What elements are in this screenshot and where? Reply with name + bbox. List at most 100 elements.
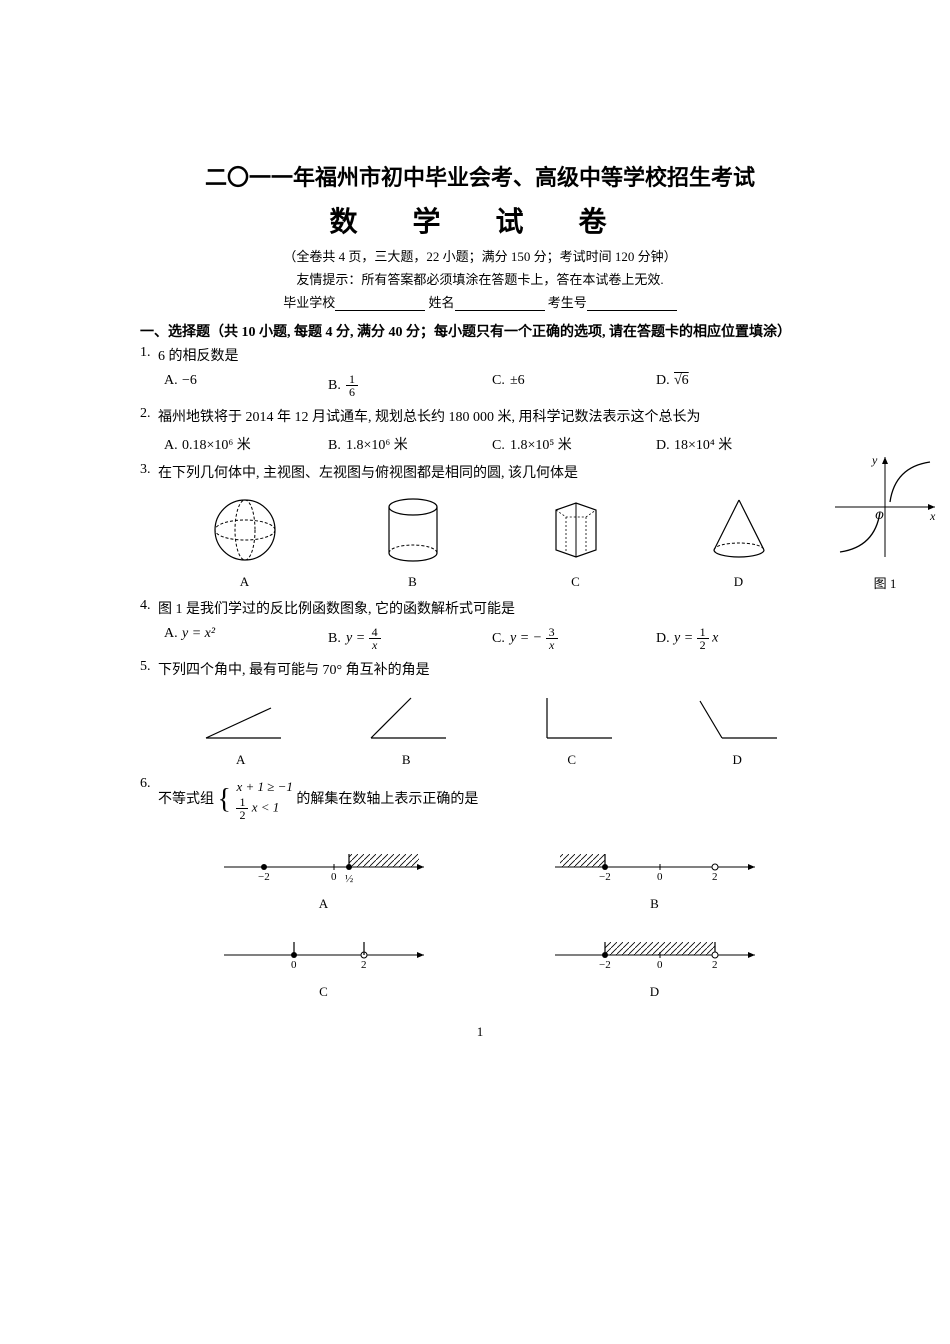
opt-label: D. [656, 373, 674, 389]
opt-prefix: y = − [510, 631, 546, 646]
svg-text:0: 0 [331, 871, 337, 883]
q3-fig-d: D [704, 495, 774, 590]
q5-fig-c: C [527, 693, 617, 768]
examid-blank [587, 297, 677, 311]
q1-number: 1. [140, 345, 151, 361]
q6-text-post: 的解集在数轴上表示正确的是 [296, 792, 478, 807]
angle-steep-icon [361, 693, 451, 743]
fig-label: C [541, 574, 611, 590]
q5-number: 5. [140, 659, 151, 675]
figure-1-aside: x y O 图 1 [830, 452, 940, 592]
svg-text:0: 0 [657, 959, 663, 971]
q3-number: 3. [140, 462, 151, 478]
name-blank [455, 297, 545, 311]
denominator: x [546, 639, 558, 651]
opt-label: C. [492, 438, 510, 454]
fig-label: D [545, 984, 765, 1000]
svg-text:½: ½ [345, 873, 353, 885]
opt-value: 18×10⁴ 米 [674, 438, 732, 453]
prism-icon [541, 495, 611, 565]
q6-numline-b: −2 0 2 B [545, 842, 765, 912]
opt-value: √6 [674, 373, 689, 388]
fraction: 4x [369, 626, 381, 651]
cone-icon [704, 495, 774, 565]
svg-text:y: y [871, 453, 878, 467]
opt-label: C. [492, 631, 510, 647]
q2-number: 2. [140, 406, 151, 422]
q1-opt-a: A.−6 [164, 373, 328, 398]
fraction: 3x [546, 626, 558, 651]
name-label: 姓名 [428, 295, 454, 310]
q1-opt-b: B.16 [328, 373, 492, 398]
fig-label: D [704, 574, 774, 590]
opt-label: B. [328, 438, 346, 454]
opt-label: A. [164, 373, 182, 389]
fig-label: A [214, 896, 434, 912]
opt-value: −6 [182, 373, 197, 388]
q5-figures: A B C D [158, 693, 820, 768]
question-6: 6. 不等式组 { x + 1 ≥ −1 12 x < 1 的解集在数轴上表示正… [140, 776, 820, 1000]
svg-text:2: 2 [712, 871, 718, 883]
fraction: 16 [346, 373, 358, 398]
brace-icon: { [218, 776, 231, 824]
opt-value: 1.8×10⁵ 米 [510, 438, 572, 453]
school-label: 毕业学校 [283, 295, 335, 310]
angle-obtuse-icon [692, 693, 782, 743]
svg-text:0: 0 [657, 871, 663, 883]
angle-acute-icon [196, 693, 286, 743]
opt-prefix: y = [674, 631, 697, 646]
q1-text: 6 的相反数是 [158, 345, 820, 369]
opt-prefix: y = [346, 631, 369, 646]
q1-opt-d: D.√6 [656, 373, 820, 398]
q5-fig-a: A [196, 693, 286, 768]
q3-fig-b: B [378, 495, 448, 590]
exam-info-1: （全卷共 4 页，三大题，22 小题；满分 150 分；考试时间 120 分钟） [140, 246, 820, 265]
angle-right-icon [527, 693, 617, 743]
sys-line-2-rest: x < 1 [248, 800, 279, 815]
q6-number: 6. [140, 776, 151, 792]
opt-label: C. [492, 373, 510, 389]
denominator: 6 [346, 386, 358, 398]
q4-number: 4. [140, 598, 151, 614]
section-1-header: 一、选择题（共 10 小题, 每题 4 分, 满分 40 分；每小题只有一个正确… [140, 321, 820, 341]
q3-fig-a: A [205, 495, 285, 590]
main-title: 二〇一一年福州市初中毕业会考、高级中等学校招生考试 [140, 160, 820, 192]
q2-opt-b: B.1.8×10⁶ 米 [328, 434, 492, 454]
q5-fig-b: B [361, 693, 451, 768]
numberline-d-icon: −2 0 2 [545, 930, 765, 975]
question-1: 1. 6 的相反数是 A.−6 B.16 C.±6 D.√6 [140, 345, 820, 398]
exam-info-2: 友情提示：所有答案都必须填涂在答题卡上，答在本试卷上无效. [140, 269, 820, 288]
page-number: 1 [140, 1024, 820, 1040]
q1-opt-c: C.±6 [492, 373, 656, 398]
q5-text: 下列四个角中, 最有可能与 70° 角互补的角是 [158, 659, 820, 683]
fig-label: B [361, 752, 451, 768]
sys-line-1: x + 1 ≥ −1 [236, 779, 292, 794]
svg-text:2: 2 [361, 959, 367, 971]
opt-suffix: x [709, 631, 719, 646]
q6-numline-a: −2 0 ½ A [214, 842, 434, 912]
q6-text-pre: 不等式组 [158, 792, 218, 807]
svg-text:−2: −2 [599, 871, 611, 883]
cylinder-icon [378, 495, 448, 565]
q2-text: 福州地铁将于 2014 年 12 月试通车, 规划总长约 180 000 米, … [158, 406, 820, 430]
equation-system: x + 1 ≥ −1 12 x < 1 [236, 778, 292, 821]
fraction: 12 [236, 796, 248, 821]
q6-numline-d: −2 0 2 D [545, 930, 765, 1000]
q4-options: A.y = x² B.y = 4x C.y = − 3x D.y = 12 x [158, 626, 820, 651]
subject-title: 数 学 试 卷 [140, 200, 820, 240]
opt-label: A. [164, 438, 182, 454]
q4-opt-d: D.y = 12 x [656, 626, 820, 651]
q4-opt-c: C.y = − 3x [492, 626, 656, 651]
numberline-b-icon: −2 0 2 [545, 842, 765, 887]
q4-opt-b: B.y = 4x [328, 626, 492, 651]
fig-label: B [378, 574, 448, 590]
opt-value: y = x² [182, 626, 215, 641]
q6-numlines-row2: 0 2 C −2 0 2 D [158, 930, 820, 1000]
numerator: 1 [346, 373, 358, 386]
numberline-c-icon: 0 2 [214, 930, 434, 975]
q1-options: A.−6 B.16 C.±6 D.√6 [158, 373, 820, 398]
svg-text:−2: −2 [258, 871, 270, 883]
fig-label: C [527, 752, 617, 768]
fig-1-label: 图 1 [830, 573, 940, 592]
question-2: 2. 福州地铁将于 2014 年 12 月试通车, 规划总长约 180 000 … [140, 406, 820, 454]
